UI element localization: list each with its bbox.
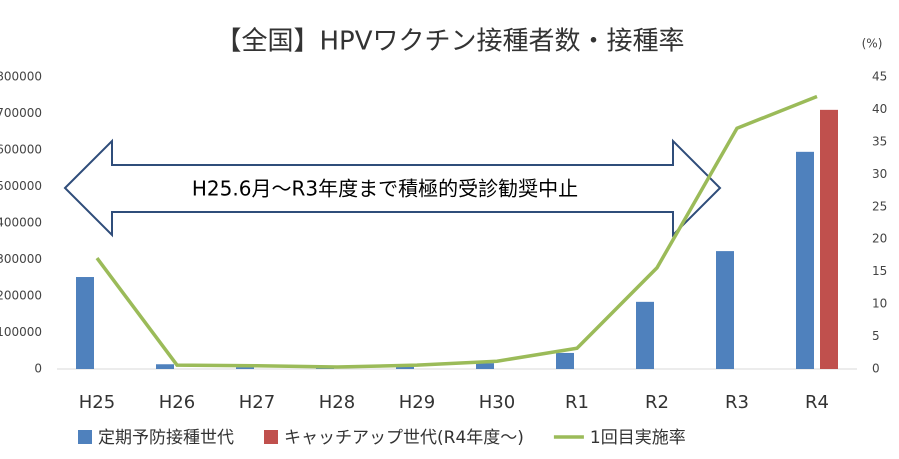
x-tick-label: H26 [159,392,195,413]
y-tick-label: 0 [34,362,42,376]
x-tick-label: R4 [805,392,829,413]
annotation: H25.6月～R3年度まで積極的受診勧奨中止 [192,177,578,201]
y2-tick-label: 10 [872,297,887,311]
y-tick-label: 500000 [0,179,42,193]
y2-axis-label: (%) [862,37,883,51]
x-tick-label: H30 [479,392,515,413]
line [95,94,818,369]
x-tick-label: R3 [725,392,749,413]
y2-tick-label: 45 [872,70,887,84]
y-tick-label: 100000 [0,325,42,339]
y-tick-label: 200000 [0,289,42,303]
y2-tick-label: 5 [872,329,880,343]
y-tick-label: 300000 [0,252,42,266]
bar [236,367,254,369]
x-tick-label: H29 [399,392,435,413]
y2-tick-label: 20 [872,232,887,246]
y2-tick-label: 35 [872,134,887,148]
y2-tick-label: 0 [872,362,880,376]
x-tick-label: R2 [645,392,669,413]
y-tick-label: 800000 [0,70,42,84]
bar [716,251,734,369]
bar [476,363,494,369]
bar [156,364,174,369]
y-tick-label: 600000 [0,143,42,157]
x-tick-label: H28 [319,392,355,413]
y2-tick-label: 15 [872,264,887,278]
bar [796,151,814,369]
x-tick-label: H27 [239,392,275,413]
y2-tick-label: 25 [872,199,887,213]
bar [820,109,838,369]
chart-title: 【全国】HPVワクチン接種者数・接種率 [215,27,684,57]
x-tick-label: H25 [79,392,115,413]
y-tick-label: 700000 [0,106,42,120]
bar [396,366,414,369]
legend-label: キャッチアップ世代(R4年度～) [284,428,524,448]
legend-swatch [78,430,92,444]
y-tick-label: 400000 [0,216,42,230]
bar [636,301,654,369]
bar [76,277,94,369]
legend-label: 1回目実施率 [590,428,686,448]
y2-tick-label: 30 [872,167,887,181]
bar [556,352,574,369]
legend-label: 定期予防接種世代 [98,428,234,448]
legend-swatch [264,430,278,444]
y2-tick-label: 40 [872,102,887,116]
annotation-arrow [63,138,722,238]
x-tick-label: R1 [565,392,589,413]
